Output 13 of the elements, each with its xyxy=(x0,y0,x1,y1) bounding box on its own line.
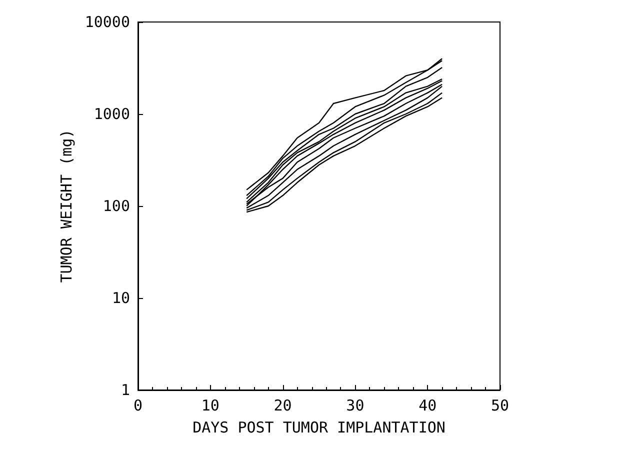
x-tick-label: 50 xyxy=(490,396,510,414)
y-tick-label: 1 xyxy=(120,381,130,399)
y-tick-label: 10 xyxy=(112,289,130,307)
x-tick-label: 20 xyxy=(274,396,292,414)
x-tick-label: 10 xyxy=(201,396,220,414)
x-axis-title: DAYS POST TUMOR IMPLANTATION xyxy=(192,418,446,436)
y-tick-label: 10000 xyxy=(84,13,130,31)
y-tick-label: 100 xyxy=(102,197,130,215)
x-tick-label: 30 xyxy=(346,396,364,414)
x-tick-label: 40 xyxy=(418,396,437,414)
y-tick-label: 1000 xyxy=(94,105,130,123)
x-tick-label: 0 xyxy=(133,396,143,414)
y-axis-title: TUMOR WEIGHT (mg) xyxy=(57,129,76,283)
